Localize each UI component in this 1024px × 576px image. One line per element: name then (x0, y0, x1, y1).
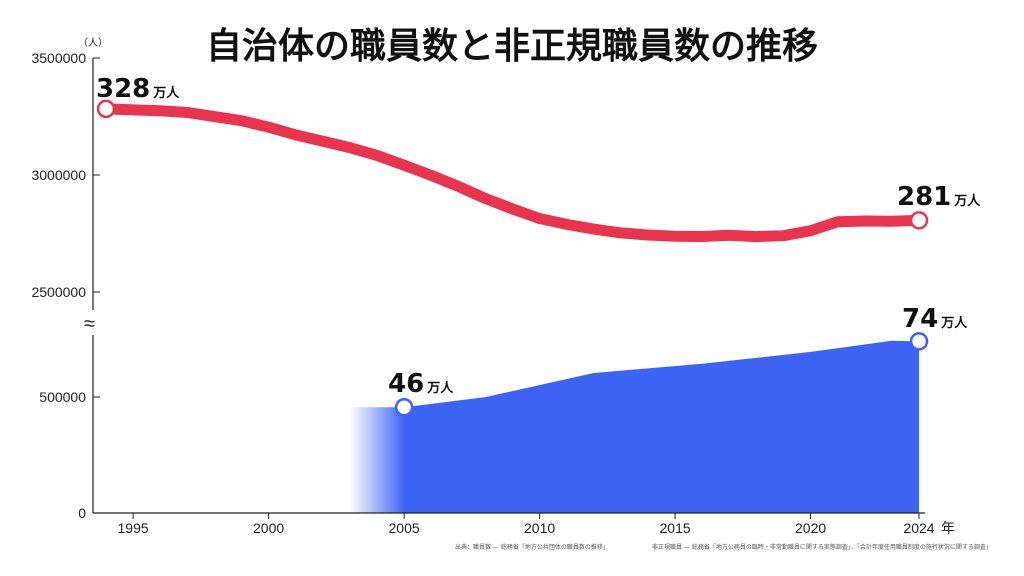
y-tick-label: 500000 (39, 389, 86, 405)
data-point-marker (909, 332, 929, 351)
chart-title: 自治体の職員数と非正規職員数の推移 (206, 26, 818, 67)
x-axis-unit: 年 (941, 520, 955, 536)
data-label: 46 万人 (388, 369, 454, 399)
source-note-2: 非正規職員 — 総務省「地方公務員の臨時・非常勤職員に関する実態調査」、「会計年… (652, 543, 992, 551)
x-tick-label: 2000 (253, 520, 284, 536)
data-label: 74 万人 (902, 304, 968, 334)
data-point-marker (909, 211, 929, 230)
y-tick-label: 3000000 (31, 167, 86, 183)
y-axis-unit: （人） (78, 37, 108, 49)
axis-break-symbol: ≈ (84, 313, 95, 335)
series-fade-nonregular (349, 407, 406, 513)
series-area-nonregular (404, 340, 920, 513)
y-tick-label: 3500000 (31, 50, 86, 66)
y-tick-label: 0 (78, 505, 86, 521)
x-tick-label: 2024 (903, 520, 934, 536)
y-tick-label: 2500000 (31, 284, 86, 300)
source-note-1: 出典：職員数 — 総務省「地方公共団体の職員数の推移」 (455, 543, 609, 551)
series-line-staff (100, 103, 925, 243)
data-point-marker (96, 99, 116, 119)
x-tick-label: 2020 (795, 520, 826, 536)
data-label: 281 万人 (897, 182, 981, 212)
x-tick-label: 2010 (524, 520, 555, 536)
data-label: 328 万人 (96, 74, 180, 104)
x-tick-label: 1995 (118, 520, 149, 536)
data-point-marker (394, 397, 414, 417)
x-tick-label: 2005 (389, 520, 420, 536)
x-tick-label: 2015 (660, 520, 691, 536)
